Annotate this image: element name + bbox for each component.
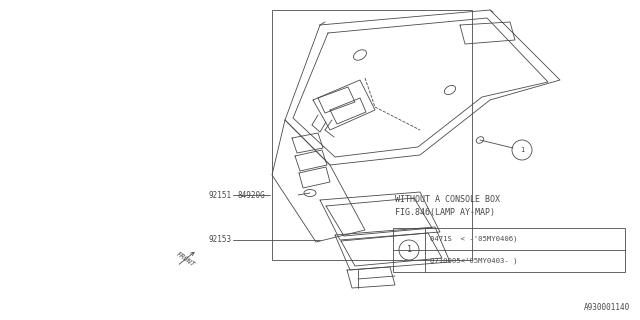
Text: WITHOUT A CONSOLE BOX: WITHOUT A CONSOLE BOX (395, 196, 500, 204)
Text: 1: 1 (520, 147, 524, 153)
Text: 0471S  < -'05MY0406): 0471S < -'05MY0406) (430, 236, 518, 242)
Text: 92153: 92153 (209, 236, 232, 244)
Bar (393, 228, 625, 272)
Text: 92151: 92151 (209, 190, 232, 199)
Text: Q710005<'05MY0403- ): Q710005<'05MY0403- ) (430, 258, 518, 264)
Text: 84920G: 84920G (238, 190, 266, 199)
Text: 1: 1 (406, 245, 412, 254)
Text: FRONT: FRONT (175, 251, 196, 268)
Text: A930001140: A930001140 (584, 303, 630, 312)
Text: FIG.846(LAMP AY-MAP): FIG.846(LAMP AY-MAP) (395, 209, 495, 218)
Bar (272, 10, 472, 260)
